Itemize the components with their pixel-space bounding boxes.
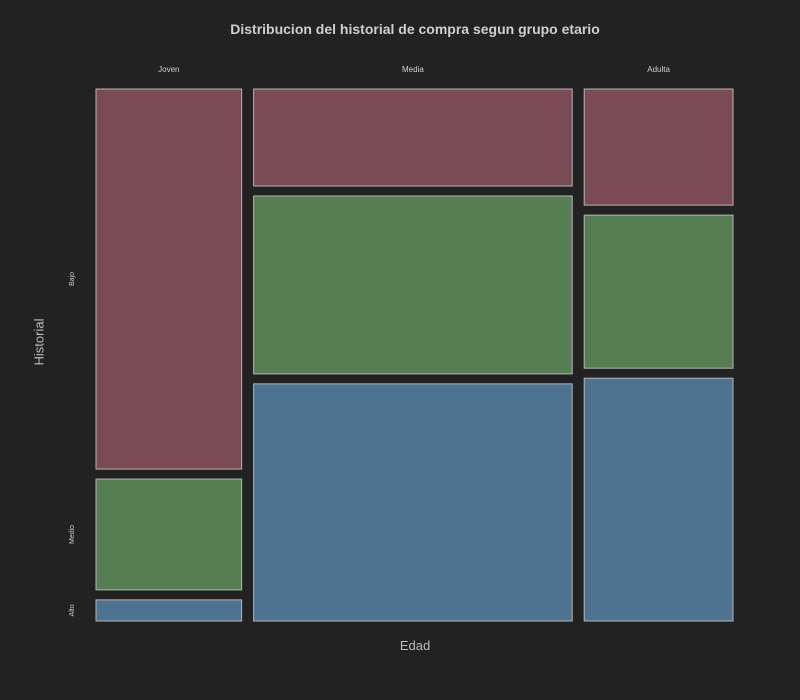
mosaic-tile-media-bajo — [253, 88, 573, 187]
mosaic-tile-media-alto — [253, 383, 573, 622]
mosaic-tile-adulta-bajo — [583, 88, 734, 206]
row-label-alto: Alto — [69, 604, 76, 616]
column-label-adulta: Adulta — [647, 65, 670, 74]
x-axis-label: Edad — [399, 638, 431, 653]
mosaic-tile-adulta-alto — [583, 377, 734, 622]
chart-title: Distribucion del historial de compra seg… — [230, 21, 600, 37]
mosaic-tile-joven-medio — [95, 478, 243, 591]
mosaic-tile-media-medio — [253, 195, 573, 375]
row-label-bajo: Bajo — [69, 272, 76, 286]
mosaic-tile-adulta-medio — [583, 214, 734, 369]
mosaic-tile-joven-bajo — [95, 88, 243, 470]
column-label-media: Media — [402, 65, 424, 74]
mosaic-tile-joven-alto — [95, 599, 243, 622]
column-label-joven: Joven — [158, 65, 179, 74]
row-label-medio: Medio — [69, 525, 76, 544]
